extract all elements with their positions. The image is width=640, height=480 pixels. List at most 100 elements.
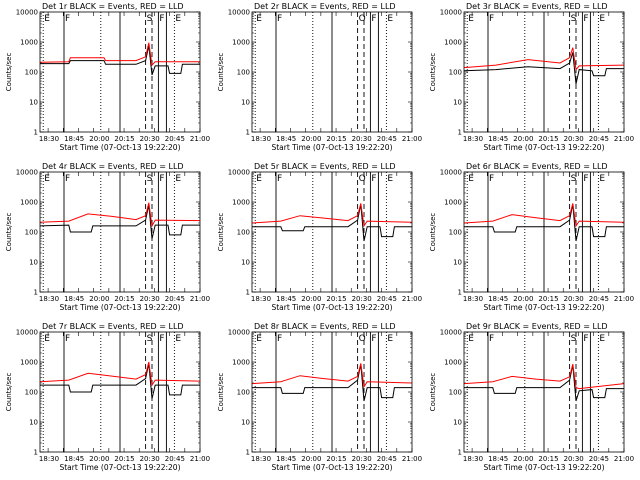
- y-axis-label: Counts/sec: [5, 213, 13, 252]
- x-tick-label: 18:45: [488, 455, 508, 463]
- y-tick-label: 1000: [444, 359, 462, 367]
- plot-frame: [251, 171, 413, 293]
- y-tick-label: 1000: [20, 359, 38, 367]
- marker-label: S: [571, 334, 577, 344]
- marker-label: S: [147, 334, 153, 344]
- y-tick-label: 10000: [228, 9, 250, 17]
- marker-label: S: [571, 174, 577, 184]
- y-tick-label: 1: [246, 449, 250, 457]
- plot-frame: [39, 171, 201, 293]
- marker-label: E: [599, 14, 605, 24]
- x-axis-label: Start Time (07-Oct-13 19:22:20): [271, 143, 392, 152]
- x-tick-label: 20:45: [165, 295, 185, 303]
- marker-label: F: [277, 14, 282, 24]
- marker-label: E: [175, 174, 181, 184]
- y-axis-label: Counts/sec: [429, 213, 437, 252]
- y-tick-label: 10000: [16, 329, 38, 337]
- x-tick-label: 21:00: [190, 135, 210, 143]
- x-tick-label: 20:15: [538, 455, 558, 463]
- y-axis-label: Counts/sec: [217, 373, 225, 412]
- marker-label: F: [371, 334, 376, 344]
- marker-label: E: [256, 14, 262, 24]
- y-tick-label: 1000: [20, 199, 38, 207]
- y-tick-label: 10: [453, 99, 462, 107]
- y-tick-label: 100: [449, 69, 462, 77]
- y-tick-label: 100: [237, 229, 250, 237]
- x-tick-label: 20:00: [301, 295, 321, 303]
- y-tick-label: 100: [25, 229, 38, 237]
- marker-label: F: [583, 14, 588, 24]
- x-tick-label: 18:30: [39, 135, 59, 143]
- marker-label: E: [387, 334, 393, 344]
- x-axis-label: Start Time (07-Oct-13 19:22:20): [59, 303, 180, 312]
- x-tick-label: 20:30: [352, 455, 372, 463]
- x-tick-label: 20:00: [301, 455, 321, 463]
- marker-label: F: [489, 14, 494, 24]
- x-tick-label: 20:00: [301, 135, 321, 143]
- x-tick-label: 20:30: [352, 135, 372, 143]
- x-axis-label: Start Time (07-Oct-13 19:22:20): [483, 303, 604, 312]
- y-tick-label: 100: [237, 69, 250, 77]
- y-axis-label: Counts/sec: [429, 373, 437, 412]
- x-tick-label: 20:45: [165, 455, 185, 463]
- panel-title: Det 9r BLACK = Events, RED = LLD: [466, 322, 608, 331]
- x-axis-label: Start Time (07-Oct-13 19:22:20): [483, 463, 604, 472]
- panel-title: Det 2r BLACK = Events, RED = LLD: [254, 2, 396, 11]
- panel-title: Det 3r BLACK = Events, RED = LLD: [466, 2, 608, 11]
- marker-label: O: [359, 14, 366, 24]
- y-axis-label: Counts/sec: [217, 213, 225, 252]
- x-tick-label: 20:15: [326, 455, 346, 463]
- x-tick-label: 20:15: [326, 295, 346, 303]
- marker-label: E: [175, 334, 181, 344]
- x-tick-label: 20:00: [513, 295, 533, 303]
- marker-label: F: [371, 14, 376, 24]
- y-tick-label: 10: [453, 419, 462, 427]
- x-tick-label: 18:45: [276, 135, 296, 143]
- y-tick-label: 10000: [228, 329, 250, 337]
- y-tick-label: 10000: [228, 169, 250, 177]
- y-tick-label: 100: [237, 389, 250, 397]
- x-tick-label: 18:45: [64, 135, 84, 143]
- x-tick-label: 21:00: [402, 295, 422, 303]
- marker-label: E: [175, 14, 181, 24]
- x-tick-label: 20:45: [165, 135, 185, 143]
- y-tick-label: 100: [449, 229, 462, 237]
- marker-label: S: [147, 174, 153, 184]
- x-tick-label: 18:30: [39, 455, 59, 463]
- y-tick-label: 10: [241, 99, 250, 107]
- marker-label: E: [387, 14, 393, 24]
- y-tick-label: 10: [241, 259, 250, 267]
- x-tick-label: 20:30: [352, 295, 372, 303]
- marker-label: F: [65, 14, 70, 24]
- marker-label: F: [583, 174, 588, 184]
- x-tick-label: 20:45: [377, 295, 397, 303]
- marker-label: F: [159, 14, 164, 24]
- panel-title: Det 1r BLACK = Events, RED = LLD: [42, 2, 184, 11]
- y-tick-label: 1000: [444, 39, 462, 47]
- panel-8: Det 8r BLACK = Events, RED = LLD Counts/s…: [217, 322, 422, 472]
- plot-frame: [463, 171, 625, 293]
- x-tick-label: 18:30: [251, 295, 271, 303]
- x-tick-label: 21:00: [190, 455, 210, 463]
- marker-label: F: [159, 334, 164, 344]
- x-tick-label: 18:45: [488, 295, 508, 303]
- panel-4: Det 4r BLACK = Events, RED = LLD Counts/s…: [5, 162, 210, 312]
- y-tick-label: 1: [34, 289, 38, 297]
- plot-frame: [39, 331, 201, 453]
- x-axis-label: Start Time (07-Oct-13 19:22:20): [271, 303, 392, 312]
- panel-7: Det 7r BLACK = Events, RED = LLD Counts/s…: [5, 322, 210, 472]
- y-axis-label: Counts/sec: [5, 53, 13, 92]
- x-tick-label: 21:00: [402, 135, 422, 143]
- panel-5: Det 5r BLACK = Events, RED = LLD Counts/s…: [217, 162, 422, 312]
- y-tick-label: 1000: [444, 199, 462, 207]
- y-tick-label: 1: [458, 449, 462, 457]
- marker-label: E: [44, 14, 50, 24]
- x-tick-label: 20:15: [114, 295, 134, 303]
- panel-title: Det 5r BLACK = Events, RED = LLD: [254, 162, 396, 171]
- x-tick-label: 18:45: [64, 455, 84, 463]
- x-axis-label: Start Time (07-Oct-13 19:22:20): [59, 143, 180, 152]
- plot-frame: [251, 331, 413, 453]
- x-tick-label: 20:30: [564, 455, 584, 463]
- panel-title: Det 8r BLACK = Events, RED = LLD: [254, 322, 396, 331]
